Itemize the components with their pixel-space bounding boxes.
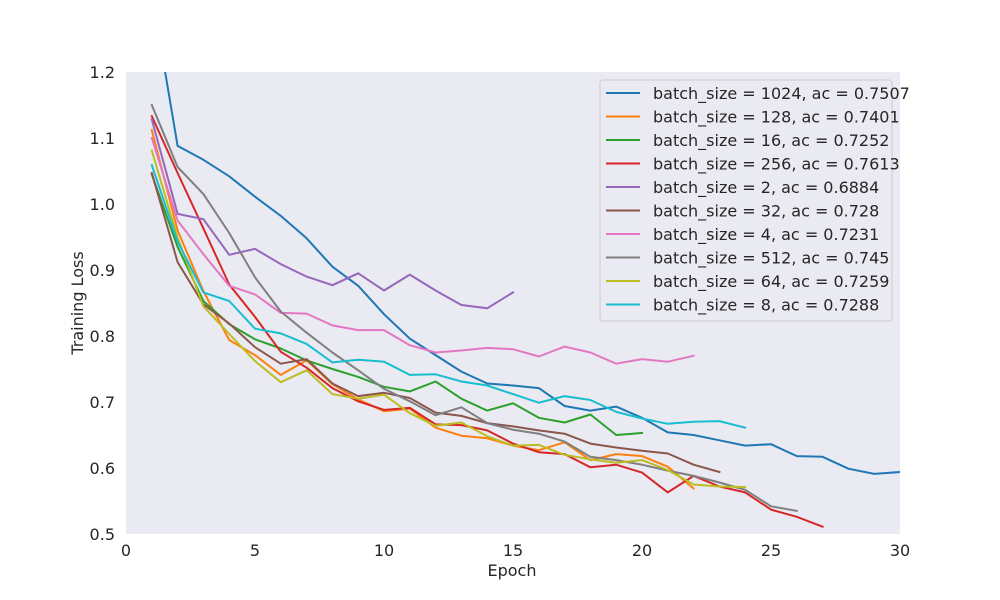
series-layer [150, 72, 900, 528]
y-axis-label: Training Loss [68, 251, 87, 355]
x-axis-ticks: 0 5 10 15 20 25 30 [121, 541, 910, 560]
series-line-6 [150, 171, 721, 474]
series-line-4 [150, 114, 824, 528]
series-line-1 [164, 72, 900, 475]
y-tick-label: 1.0 [90, 195, 115, 214]
x-tick-label: 15 [503, 541, 523, 560]
x-tick-label: 10 [374, 541, 394, 560]
y-tick-label: 1.2 [90, 63, 115, 82]
legend-entry: batch_size = 8, ac = 0.7288 [653, 296, 879, 316]
y-tick-label: 0.8 [90, 327, 115, 346]
legend-entry: batch_size = 512, ac = 0.745 [653, 249, 889, 269]
x-tick-label: 20 [632, 541, 652, 560]
legend-box [599, 79, 893, 322]
legend-entry: batch_size = 4, ac = 0.7231 [653, 225, 879, 245]
legend-entry: batch_size = 32, ac = 0.728 [653, 202, 879, 222]
legend: batch_size = 1024, ac = 0.7507 batch_size… [599, 79, 910, 322]
y-tick-label: 0.6 [90, 459, 115, 478]
y-tick-label: 0.5 [90, 525, 115, 544]
series-line-8 [150, 103, 798, 513]
legend-entry: batch_size = 128, ac = 0.7401 [653, 108, 900, 128]
x-tick-label: 30 [890, 541, 910, 560]
series-line-9 [150, 149, 747, 489]
legend-entry: batch_size = 1024, ac = 0.7507 [653, 84, 910, 104]
legend-entry: batch_size = 2, ac = 0.6884 [653, 178, 879, 198]
series-line-5 [150, 118, 515, 310]
x-tick-label: 0 [121, 541, 131, 560]
y-axis-ticks: 0.5 0.6 0.7 0.8 0.9 1.0 1.1 1.2 [90, 63, 115, 544]
y-tick-label: 1.1 [90, 129, 115, 148]
legend-entry: batch_size = 64, ac = 0.7259 [653, 272, 889, 292]
x-axis-label: Epoch [488, 561, 537, 580]
x-tick-label: 25 [761, 541, 781, 560]
legend-entry: batch_size = 256, ac = 0.7613 [653, 155, 900, 175]
legend-entry: batch_size = 16, ac = 0.7252 [653, 131, 889, 151]
y-tick-label: 0.9 [90, 261, 115, 280]
y-tick-label: 0.7 [90, 393, 115, 412]
series-line-7 [150, 136, 695, 365]
x-tick-label: 5 [250, 541, 260, 560]
series-line-10 [150, 163, 747, 429]
